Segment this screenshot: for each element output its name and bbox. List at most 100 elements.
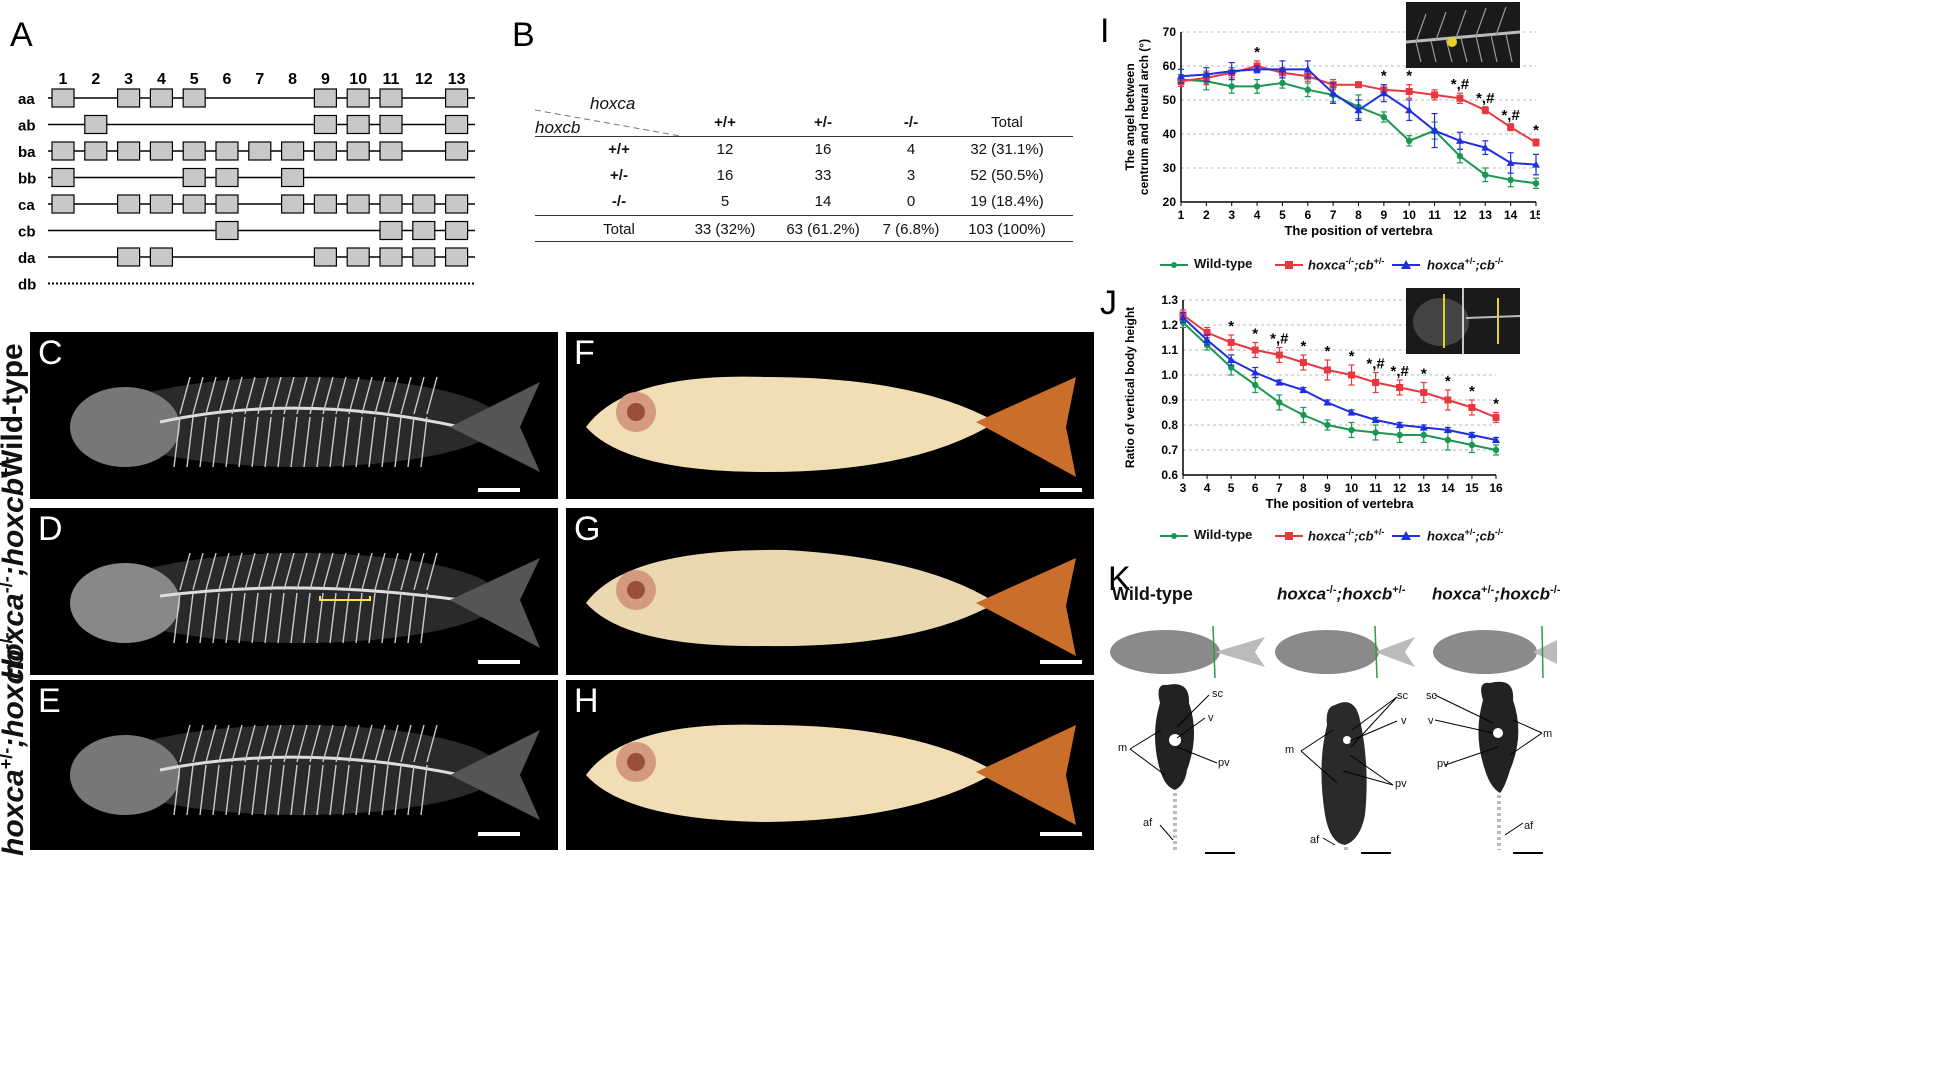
significance-marker: *,#: [1476, 90, 1495, 107]
x-tick-label: 16: [1489, 481, 1503, 495]
rib: [277, 764, 285, 816]
neural-spine: [296, 376, 308, 415]
rib: [329, 416, 337, 468]
rib: [329, 764, 337, 816]
data-point: [1323, 398, 1332, 406]
legend-hoxcb-null: hoxca+/-;cb-/-: [1427, 256, 1504, 273]
data-point: [1506, 158, 1515, 166]
y-tick-label: 1.1: [1161, 343, 1178, 357]
gene-box: [116, 141, 141, 161]
gene-box: [182, 167, 206, 188]
data-point: [1405, 88, 1413, 95]
rib: [186, 592, 194, 644]
xray-hoxcb-null-photo: [30, 680, 558, 850]
cluster-label: cb: [18, 224, 36, 241]
neural-spine: [270, 552, 282, 591]
cluster-label: db: [18, 277, 36, 294]
gene-box: [412, 247, 436, 267]
rib: [368, 416, 376, 468]
y-tick-label: 20: [1163, 195, 1177, 209]
table-row-label: Total: [603, 221, 635, 238]
panel-label-b: B: [512, 16, 535, 54]
gene-box: [313, 141, 337, 161]
render-wildtype-photo: [566, 332, 1094, 499]
gene-box: [346, 194, 370, 214]
neural-spine: [257, 376, 269, 415]
data-point: [1227, 67, 1236, 75]
neural-spine: [283, 376, 295, 415]
x-tick-label: 10: [1403, 208, 1417, 222]
rib: [394, 416, 402, 468]
rib: [212, 416, 220, 468]
fish-skeleton-image: [70, 724, 540, 820]
table-cell: 5: [720, 193, 730, 210]
rib: [199, 592, 207, 644]
x-tick-label: 4: [1204, 481, 1211, 495]
scale-bar: [478, 832, 520, 836]
x-tick-label: 15: [1465, 481, 1479, 495]
data-point: [1443, 426, 1452, 433]
y-tick-label: 1.0: [1161, 368, 1178, 382]
k-label-v: v: [1428, 715, 1434, 727]
y-tick-label: 1.3: [1161, 293, 1178, 307]
rib: [394, 592, 402, 644]
rib: [316, 592, 324, 644]
x-tick-label: 8: [1300, 481, 1307, 495]
data-point: [1482, 171, 1489, 178]
gene-box: [313, 114, 337, 135]
neural-spine: [426, 376, 438, 415]
scale-bar: [1040, 660, 1082, 664]
neural-spine: [348, 724, 360, 763]
x-tick-label: 6: [1304, 208, 1311, 222]
table-cell: 12: [716, 141, 734, 158]
neural-spine: [335, 552, 347, 591]
neural-spine: [179, 724, 191, 763]
panel-label-f: F: [574, 334, 595, 372]
cluster-label: ca: [18, 197, 35, 214]
rib: [238, 764, 246, 816]
data-point: [1203, 329, 1211, 336]
legend-i: Wild-type hoxca-/-;cb+/- hoxca+/-;cb-/-: [1160, 256, 1540, 278]
rib: [238, 592, 246, 644]
neural-spine: [374, 724, 386, 763]
neural-spine: [322, 552, 334, 591]
neural-spine: [335, 724, 347, 763]
legend-wildtype: Wild-type: [1194, 527, 1253, 542]
scale-bar: [1040, 488, 1082, 492]
rib: [381, 764, 389, 816]
rib: [238, 416, 246, 468]
gene-box: [346, 114, 370, 135]
neural-spine: [205, 724, 217, 763]
panel-label-h: H: [574, 682, 599, 720]
gene-box: [445, 220, 469, 241]
gene-box: [182, 141, 206, 161]
legend-hoxca-null: hoxca-/-;cb+/-: [1308, 256, 1385, 273]
k-label-m: m: [1543, 728, 1553, 740]
neural-spine: [426, 552, 438, 591]
k-label-af: af: [1310, 834, 1320, 846]
cross-section-hoxcb-null: [1434, 681, 1543, 854]
data-point: [1278, 65, 1287, 73]
data-point: [1275, 351, 1283, 359]
rib: [186, 764, 194, 816]
data-point: [1251, 368, 1260, 376]
cross-section-hoxca-null: [1300, 696, 1398, 854]
scale-bar: [478, 660, 520, 664]
row-gene-label: hoxcb: [535, 118, 581, 137]
data-point: [1371, 416, 1380, 423]
neural-spine: [387, 724, 399, 763]
gene-column-number: 1: [59, 71, 68, 88]
rib: [277, 416, 285, 468]
data-point: [1431, 91, 1439, 99]
data-point: [1299, 359, 1307, 366]
rib: [368, 764, 376, 816]
data-point: [1492, 414, 1500, 421]
rib: [381, 592, 389, 644]
rib: [173, 416, 181, 468]
k-label-pv: pv: [1218, 757, 1230, 769]
legend-j: Wild-type hoxca-/-;cb+/- hoxca+/-;cb-/-: [1160, 527, 1540, 549]
x-tick-label: 1: [1178, 208, 1185, 222]
data-point: [1532, 160, 1540, 168]
k-cross-section-images: [1129, 681, 1543, 854]
gene-box: [445, 141, 469, 161]
